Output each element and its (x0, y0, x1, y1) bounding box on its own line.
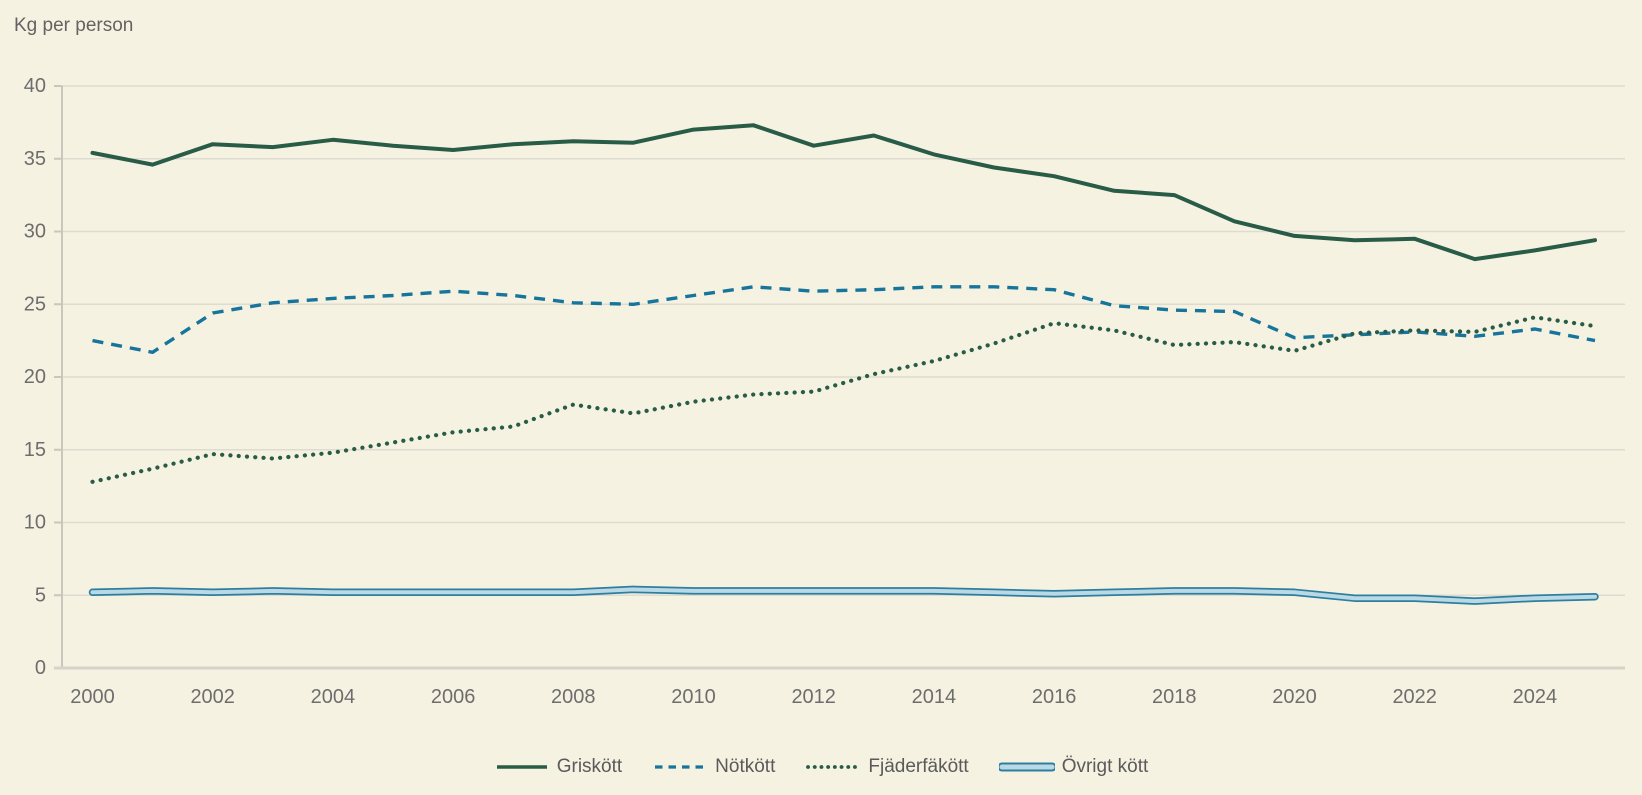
legend-item-griskott[interactable]: Griskött (494, 756, 622, 778)
legend-swatch-ovrigt-kott-icon (998, 762, 1055, 772)
legend-item-notkott[interactable]: Nötkött (652, 756, 775, 778)
x-axis-label-2008: 2008 (551, 686, 596, 708)
legend-item-fjaderfakott[interactable]: Fjäderfäkött (805, 756, 969, 778)
series-line-notkott (92, 285, 1596, 354)
x-axis-label-2004: 2004 (311, 686, 356, 708)
x-axis-label-2024: 2024 (1513, 686, 1558, 708)
y-axis-label-40: 40 (24, 75, 46, 97)
series-line-fjaderfakott (90, 315, 1598, 484)
x-axis-label-2010: 2010 (671, 686, 716, 708)
x-axis-label-2020: 2020 (1272, 686, 1317, 708)
y-axis-label-0: 0 (35, 657, 46, 679)
legend-label-griskott: Griskött (556, 756, 623, 777)
legend-item-ovrigt-kott[interactable]: Övrigt kött (998, 756, 1149, 778)
x-axis-label-2002: 2002 (190, 686, 235, 708)
series-line-griskott (90, 123, 1597, 262)
x-axis-label-2006: 2006 (431, 686, 476, 708)
x-axis-label-2012: 2012 (791, 686, 836, 708)
chart-title: Kg per person (14, 15, 134, 36)
line-chart-plot: 0 5 10 15 20 25 30 35 40 2000 2002 2004 2006 2008 2010… (24, 75, 1625, 708)
x-axis-label-2016: 2016 (1032, 686, 1077, 708)
x-axis-label-2018: 2018 (1152, 686, 1197, 708)
y-axis-label-25: 25 (24, 293, 46, 315)
x-axis-label-2000: 2000 (70, 686, 115, 708)
legend-label-fjaderfakott: Fjäderfäkött (868, 756, 969, 777)
series-line-ovrigt-kott (90, 587, 1597, 604)
legend-label-notkott: Nötkött (715, 756, 776, 777)
y-axis-label-20: 20 (24, 366, 46, 388)
x-axis-label-2022: 2022 (1392, 686, 1437, 708)
y-axis-label-30: 30 (24, 221, 46, 243)
legend-swatch-fjaderfakott-icon (806, 765, 861, 769)
y-axis-label-15: 15 (24, 439, 46, 461)
y-axis-label-5: 5 (35, 584, 46, 606)
y-axis-label-10: 10 (24, 512, 46, 534)
chart-legend: Griskött Nötkött Fjäderfäkött Övrigt kött (0, 756, 1642, 778)
legend-swatch-notkott-icon (655, 765, 706, 769)
legend-label-ovrigt-kott: Övrigt kött (1061, 756, 1149, 777)
y-axis-label-35: 35 (24, 148, 46, 170)
x-axis-label-2014: 2014 (912, 686, 957, 708)
legend-swatch-griskott-icon (496, 765, 547, 769)
